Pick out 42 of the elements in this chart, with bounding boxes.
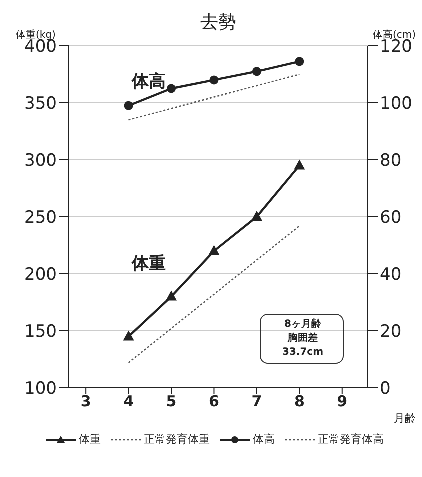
legend-label: 体重 [79, 432, 101, 447]
legend-label: 体高 [253, 432, 275, 447]
chart-title: 去勢 [200, 11, 238, 34]
point [251, 211, 262, 221]
y2-tick-label: 40 [380, 265, 402, 286]
y-tick-label: 350 [24, 94, 57, 114]
y2-tick-label: 60 [380, 208, 402, 228]
x-tick-label: 3 [80, 392, 92, 411]
y2-tick-label: 0 [380, 379, 391, 400]
y2-axis-title: 体高(cm) [372, 28, 416, 41]
y-tick-label: 150 [24, 322, 57, 342]
annotation: 体高 [132, 71, 166, 93]
x-tick-label: 9 [337, 392, 348, 411]
x-tick-label: 7 [252, 392, 262, 411]
y-tick-label: 250 [24, 208, 57, 228]
y-tick-label: 200 [24, 265, 57, 286]
annotation: 8ヶ月齢 [284, 318, 322, 332]
point [210, 76, 219, 85]
legend-label: 正常発育体高 [318, 432, 384, 447]
x-tick-label: 8 [294, 392, 305, 411]
point [124, 101, 134, 110]
x-tick-label: 4 [124, 392, 134, 411]
y2-tick-label: 20 [380, 322, 402, 342]
annotation: 33.7cm [281, 346, 325, 360]
y-axis-title: 体重(kg) [16, 28, 56, 41]
x-axis-title: 月齢 [394, 412, 416, 425]
y-tick-label: 300 [24, 151, 57, 172]
annotation: 体重 [132, 253, 166, 275]
point [167, 84, 176, 94]
legend-label: 正常発育体重 [144, 432, 210, 447]
y-tick-label: 100 [24, 379, 57, 400]
x-tick-label: 5 [166, 392, 177, 411]
point [166, 290, 178, 301]
point [252, 67, 262, 76]
x-tick-label: 6 [209, 392, 220, 411]
point [295, 57, 304, 66]
annotation: 胸囲差 [286, 332, 319, 346]
y2-tick-label: 100 [380, 94, 412, 114]
point [208, 245, 220, 256]
point [294, 160, 306, 170]
point [123, 330, 134, 341]
y2-tick-label: 80 [380, 151, 402, 172]
